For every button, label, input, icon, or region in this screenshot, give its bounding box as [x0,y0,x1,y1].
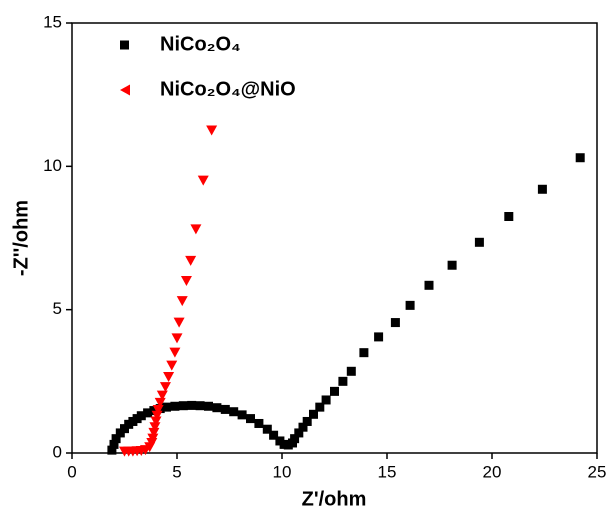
point [185,255,197,266]
point [474,237,484,247]
point [169,347,181,358]
point [374,332,384,342]
y-tick-label: 5 [53,299,62,318]
point [143,408,153,418]
point [504,212,514,221]
legend-marker [120,84,130,96]
point [575,153,585,163]
point [204,401,213,411]
point [447,260,457,270]
point [405,300,415,310]
y-tick-label: 10 [43,156,62,175]
point [424,280,434,290]
x-tick-label: 20 [483,462,502,481]
point [537,184,547,194]
point [315,402,325,412]
point [254,418,264,428]
point [298,422,308,432]
point [321,395,331,405]
point [330,386,339,396]
y-tick-label: 15 [43,12,62,31]
y-axis-label: -Z''/ohm [10,200,32,276]
point [229,407,239,417]
point [206,125,218,136]
point [294,428,304,438]
x-tick-label: 5 [172,462,181,481]
legend-label: NiCo₂O₄@NiO [160,78,296,100]
point [159,382,171,393]
point [212,403,222,413]
plot-frame [71,22,598,454]
point [269,430,279,440]
point [148,427,160,438]
point [162,402,171,412]
x-tick-label: 0 [67,462,76,481]
point [190,224,202,235]
point [195,401,205,411]
point [262,424,272,434]
x-tick-label: 15 [378,462,397,481]
x-tick-label: 25 [588,462,607,481]
point [237,410,247,420]
point [290,434,300,444]
point [180,276,192,286]
point [152,405,164,415]
point [178,401,188,411]
point [390,318,400,328]
point [187,400,197,410]
point [163,372,175,383]
point [149,406,159,416]
point [197,175,209,186]
x-axis-label: Z'/ohm [302,488,367,510]
point [359,348,369,358]
point [302,416,312,426]
point [154,397,166,408]
legend-marker [120,40,129,50]
legend-label: NiCo₂O₄ [160,33,241,55]
x-tick-label: 10 [273,462,292,481]
point [346,366,356,376]
point [170,401,180,411]
point [147,433,159,444]
point [166,360,178,371]
point [107,445,117,455]
point [220,404,230,414]
point [176,296,188,307]
point [149,422,161,433]
y-tick-label: 0 [53,442,62,461]
point [309,409,318,419]
point [246,414,255,424]
point [151,410,163,421]
point [109,439,119,449]
point [136,411,146,421]
point [173,317,185,328]
point [156,390,168,401]
point [338,376,348,386]
point [111,434,121,444]
point [150,416,162,427]
point [171,333,183,344]
